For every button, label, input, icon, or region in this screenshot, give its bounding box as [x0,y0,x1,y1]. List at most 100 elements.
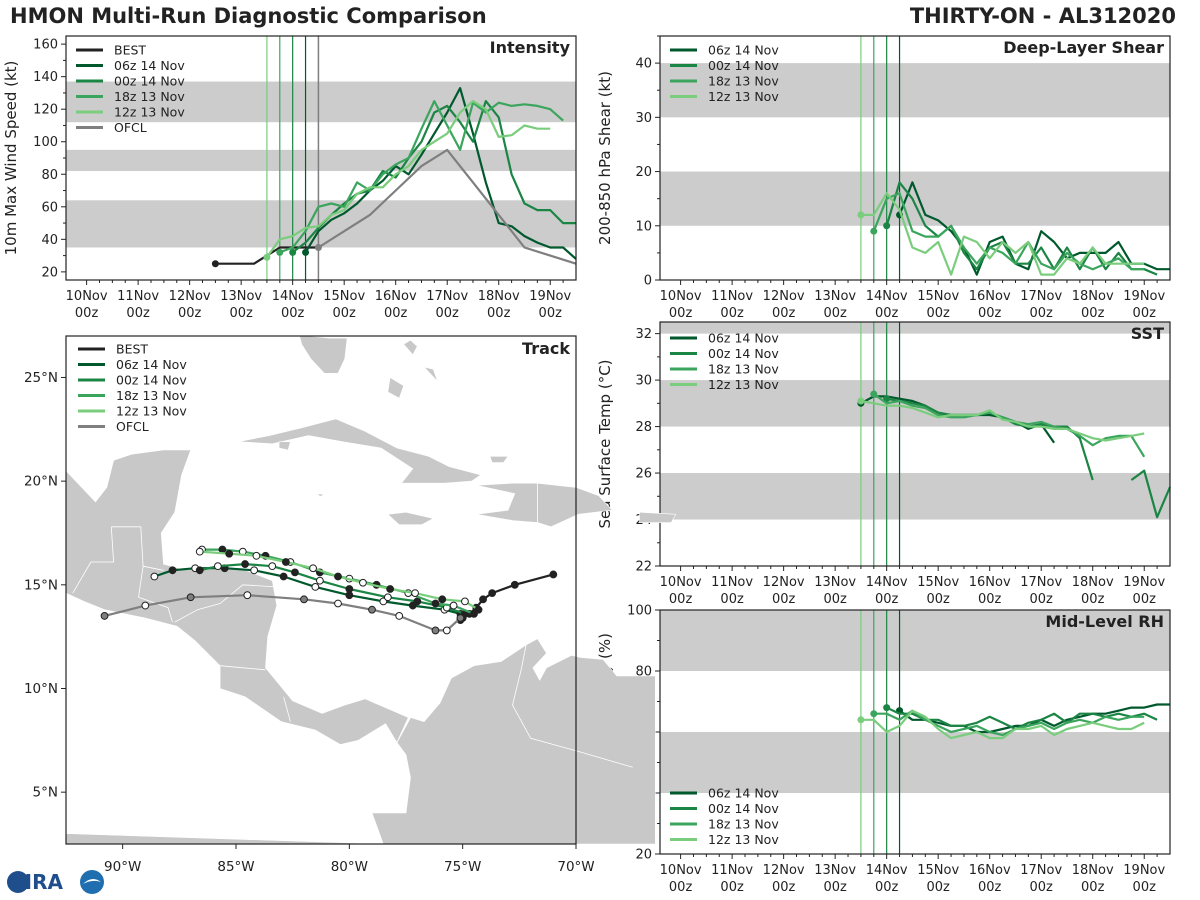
intensity-chart: 10Nov 00z 11Nov 00z 12Nov 00z 13Nov 00z 14Nov 00z… [2,35,577,321]
intensity-xtick-hour-3: 00z [229,306,253,321]
sst-xtick-hour-9: 00z [1133,592,1157,607]
rh-start-point-18z-13-nov [870,710,878,718]
sst-xtick-hour-5: 00z [926,592,950,607]
shear-xtick-hour-7: 00z [1030,306,1054,321]
rh-ytick-label: 20 [635,848,652,863]
shear-xtick-label-19nov: 19Nov [1123,289,1165,304]
intensity-xtick-label-10nov: 10Nov [66,289,108,304]
map-border-2 [72,526,115,594]
sst-xtick-label-17nov: 17Nov [1020,575,1062,590]
rh-xtick-label-17nov: 17Nov [1020,863,1062,878]
sst-ytick-label: 26 [635,467,652,482]
sst-legend-label-06z-14-nov: 06z 14 Nov [708,331,779,346]
land-cayman [316,493,326,498]
track-point-06z-14-nov [168,566,177,575]
storm-title: THIRTY-ON - AL312020 [909,4,1176,28]
sst-title: SST [1131,324,1164,343]
shear-xtick-hour-6: 00z [978,306,1002,321]
intensity-ytick-label: 20 [41,265,58,280]
shear-xtick-hour-2: 00z [772,306,796,321]
intensity-band-1 [66,149,576,172]
land-bahamas-andros [387,377,405,399]
track-point-ofcl [368,605,376,614]
track-point-00z-14-nov [413,597,422,606]
rh-legend-label-00z-14-nov: 00z 14 Nov [708,801,779,816]
track-title: Track [522,339,570,358]
shear-start-point-18z-13-nov [870,227,878,235]
sst-xtick-label-11nov: 11Nov [711,575,753,590]
rh-title: Mid-Level RH [1045,612,1164,631]
intensity-series-ofcl [317,148,577,265]
track-point-06z-14-nov [279,572,288,581]
sst-xtick-hour-0: 00z [669,592,693,607]
shear-ytick-label: 30 [635,111,652,126]
land-jamaica [387,511,435,525]
intensity-series-00z-14-nov [292,100,576,254]
intensity-xtick-label-17nov: 17Nov [426,289,468,304]
intensity-ytick-label: 40 [41,233,58,248]
logo-globe-icon [7,871,29,893]
track-xtick-label-0: 90°W [104,859,141,875]
rh-legend-label-18z-13-nov: 18z 13 Nov [708,817,779,832]
intensity-xtick-hour-9: 00z [539,306,563,321]
sst-xtick-label-14nov: 14Nov [866,575,908,590]
track-xtick-label-4: 70°W [557,859,594,875]
track-point-ofcl [395,612,404,620]
cira-logo: CIRA [7,870,104,894]
sst-start-point-12z-13-nov [857,397,865,405]
shear-xtick-label-17nov: 17Nov [1020,289,1062,304]
sst-xtick-hour-3: 00z [823,592,847,607]
land-bahamas-inagua [489,456,509,463]
track-point-ofcl [141,601,150,610]
intensity-xtick-label-11nov: 11Nov [117,289,159,304]
track-point-00z-14-nov [195,566,204,575]
sst-legend-label-18z-13-nov: 18z 13 Nov [708,362,779,377]
sst-xtick-label-19nov: 19Nov [1123,575,1165,590]
rh-xtick-label-19nov: 19Nov [1123,863,1165,878]
track-point-12z-13-nov [411,589,419,598]
logo-text: CIRA [10,870,64,894]
intensity-xtick-hour-2: 00z [178,306,202,321]
shear-ytick-label: 20 [635,165,652,180]
intensity-xtick-hour-6: 00z [384,306,408,321]
intensity-ytick-label: 100 [33,135,58,150]
track-map: 90°W 85°W 80°W 75°W 70°W 5°N 10°N 15°N 20°N 25°N T… [24,335,677,875]
map-border-7 [220,665,266,671]
track-point-ofcl [334,599,342,608]
rh-xtick-label-18nov: 18Nov [1072,863,1114,878]
track-legend-label-ofcl: OFCL [116,419,149,434]
track-legend-label-06z-14-nov: 06z 14 Nov [116,357,187,372]
shear-frame [659,35,1171,281]
track-point-12z-13-nov [309,564,317,573]
intensity-start-point-ofcl [314,243,322,251]
rh-band-0 [660,732,1170,793]
sst-ylabel: Sea Surface Temp (°C) [596,359,614,528]
rh-xtick-label-15nov: 15Nov [917,863,959,878]
rh-series-18z-13-nov [873,709,1145,737]
sst-xtick-label-10nov: 10Nov [660,575,702,590]
shear-chart: 10Nov 00z 11Nov 00z 12Nov 00z 13Nov 00z 14Nov 00z… [596,35,1171,321]
shear-xtick-label-13nov: 13Nov [814,289,856,304]
track-point-12z-13-nov [195,547,204,556]
shear-start-point-12z-13-nov [857,211,865,219]
land-central-america [65,449,409,745]
intensity-start-point-best [211,260,219,268]
sst-xtick-label-16nov: 16Nov [969,575,1011,590]
intensity-start-point-18z-13-nov [276,248,284,256]
shear-xtick-hour-3: 00z [823,306,847,321]
track-point-18z-13-nov [431,599,440,608]
intensity-legend-label-best: BEST [114,43,146,58]
track-xtick-label-1: 85°W [217,859,254,875]
land-hispaniola [476,482,613,528]
intensity-start-point-12z-13-nov [263,253,271,261]
shear-xtick-hour-0: 00z [669,306,693,321]
land-florida-tip [299,335,348,374]
track-point-06z-14-nov [250,566,259,575]
intensity-ylabel: 10m Max Wind Speed (kt) [2,61,20,256]
track-point-00z-14-nov [213,562,222,571]
rh-ytick-label: 100 [627,604,652,619]
rh-series-06z-14-nov [898,703,1170,734]
track-point-12z-13-nov [461,597,469,606]
shear-xtick-hour-4: 00z [875,306,899,321]
track-point-ofcl [186,593,195,602]
